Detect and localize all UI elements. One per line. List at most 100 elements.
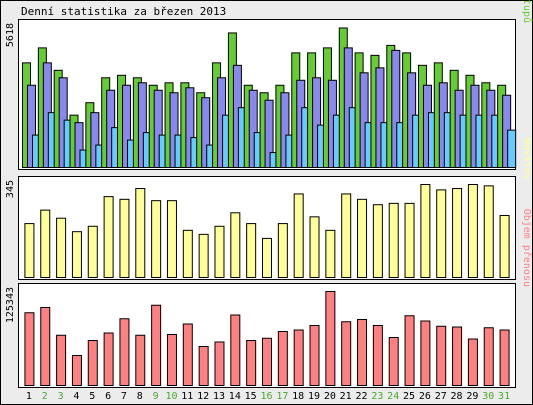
bar-files-day-24 — [391, 49, 401, 169]
panel-middle-legend: Návštěv — [521, 138, 533, 180]
x-tick-label-day-18: 18 — [292, 391, 304, 402]
bar-kbytes-day-18 — [293, 329, 304, 386]
bar-visits-day-9 — [151, 200, 162, 279]
bar-kbytes-day-16 — [262, 337, 272, 386]
x-tick-label-day-22: 22 — [356, 391, 368, 402]
x-tick-label-day-11: 11 — [181, 391, 193, 402]
bar-files-day-8 — [137, 82, 147, 168]
bar-files-day-9 — [153, 89, 163, 168]
x-tick-label-day-25: 25 — [403, 391, 415, 402]
bar-pages-day-31 — [507, 129, 517, 168]
bar-visits-day-14 — [230, 212, 241, 279]
bar-kbytes-day-20 — [325, 291, 336, 386]
panel-middle-max-label: 345 — [5, 180, 16, 198]
bar-kbytes-day-6 — [103, 332, 114, 387]
bar-visits-day-25 — [404, 202, 415, 278]
x-tick-label-day-31: 31 — [498, 391, 510, 402]
bar-kbytes-day-30 — [483, 327, 494, 386]
bar-visits-day-4 — [71, 231, 82, 279]
panel-top-legend: Stránek/Souborů/Přístupů — [521, 0, 533, 23]
legend-entry: Návštěv — [521, 138, 533, 180]
bar-kbytes-day-15 — [246, 340, 257, 387]
bar-visits-day-6 — [103, 196, 114, 278]
x-tick-label-day-13: 13 — [213, 391, 225, 402]
bar-kbytes-day-21 — [341, 321, 352, 386]
bar-visits-day-13 — [214, 225, 225, 278]
x-tick-label-day-3: 3 — [58, 391, 64, 402]
panel-top: 5618 Stránek/Souborů/Přístupů — [5, 0, 533, 170]
x-tick-label-day-8: 8 — [137, 391, 143, 402]
x-tick-label-day-1: 1 — [26, 391, 32, 402]
bar-visits-day-31 — [499, 215, 510, 278]
panel-bottom-max-label: 125343 — [5, 287, 16, 323]
bar-kbytes-day-27 — [436, 325, 447, 387]
bar-kbytes-day-17 — [277, 331, 288, 386]
bar-files-day-19 — [312, 77, 322, 168]
graph-title: Denní statistika za březen 2013 — [21, 5, 226, 18]
x-tick-label-day-23: 23 — [371, 391, 383, 402]
bar-files-day-12 — [201, 97, 211, 168]
bar-files-day-11 — [185, 87, 195, 168]
bar-kbytes-day-3 — [56, 334, 67, 386]
bar-kbytes-day-13 — [214, 341, 225, 387]
x-tick-label-day-17: 17 — [276, 391, 288, 402]
bar-kbytes-day-12 — [198, 346, 209, 387]
bar-visits-day-12 — [198, 233, 209, 279]
bar-visits-day-20 — [325, 229, 336, 278]
panel-bottom-legend: Objem přenosu — [521, 209, 533, 287]
x-tick-label-day-29: 29 — [466, 391, 478, 402]
x-tick-label-day-9: 9 — [153, 391, 159, 402]
bar-visits-day-11 — [182, 229, 193, 278]
panel-top-max-label: 5618 — [5, 23, 16, 47]
x-tick-label-day-27: 27 — [435, 391, 447, 402]
x-axis-day-labels: 1 2 3 4 5 6 7 8 9 10 11 12 13 14 15 16 17 18 19 20 21 22 23 24 2… — [26, 391, 510, 402]
bar-visits-day-21 — [341, 193, 352, 278]
x-tick-label-day-16: 16 — [260, 391, 272, 402]
x-tick-label-day-30: 30 — [482, 391, 494, 402]
bar-kbytes-day-23 — [372, 325, 383, 387]
x-tick-label-day-19: 19 — [308, 391, 320, 402]
bar-visits-day-24 — [388, 202, 399, 278]
bar-files-day-5 — [90, 112, 100, 168]
bar-kbytes-day-7 — [119, 318, 130, 387]
bar-files-day-22 — [359, 72, 369, 168]
panel-bottom: 125343 Objem přenosu — [5, 209, 533, 388]
x-tick-label-day-26: 26 — [419, 391, 431, 402]
bar-visits-day-7 — [119, 198, 130, 278]
bar-visits-day-2 — [40, 209, 51, 278]
bar-visits-day-1 — [24, 223, 35, 279]
x-tick-label-day-10: 10 — [165, 391, 177, 402]
x-tick-label-day-2: 2 — [42, 391, 48, 402]
x-tick-label-day-15: 15 — [245, 391, 257, 402]
x-tick-label-day-4: 4 — [73, 391, 79, 402]
x-tick-label-day-12: 12 — [197, 391, 209, 402]
bar-kbytes-day-4 — [71, 355, 82, 387]
bar-visits-day-27 — [436, 189, 447, 279]
bar-kbytes-day-5 — [87, 340, 98, 387]
bar-visits-day-17 — [277, 223, 288, 279]
bar-kbytes-day-25 — [404, 315, 415, 386]
bar-visits-day-18 — [293, 193, 304, 278]
x-tick-label-day-6: 6 — [105, 391, 111, 402]
bar-kbytes-day-24 — [388, 337, 399, 386]
bar-kbytes-day-11 — [182, 323, 193, 386]
bar-visits-day-28 — [452, 188, 463, 278]
bar-files-day-10 — [169, 92, 179, 168]
bar-files-day-23 — [375, 67, 385, 168]
bar-kbytes-day-10 — [166, 334, 177, 387]
x-tick-label-day-14: 14 — [229, 391, 241, 402]
bar-files-day-1 — [27, 84, 36, 168]
bar-kbytes-day-29 — [467, 338, 478, 387]
bar-kbytes-day-22 — [357, 319, 368, 387]
x-tick-label-day-20: 20 — [324, 391, 336, 402]
bar-visits-day-15 — [246, 223, 257, 279]
bar-kbytes-day-28 — [452, 326, 463, 387]
bar-kbytes-day-2 — [40, 307, 51, 386]
bar-files-day-17 — [280, 92, 290, 168]
bar-kbytes-day-31 — [499, 329, 510, 386]
x-tick-label-day-5: 5 — [89, 391, 95, 402]
x-tick-label-day-24: 24 — [387, 391, 399, 402]
bar-visits-day-26 — [420, 184, 431, 278]
bar-kbytes-day-19 — [309, 325, 320, 387]
